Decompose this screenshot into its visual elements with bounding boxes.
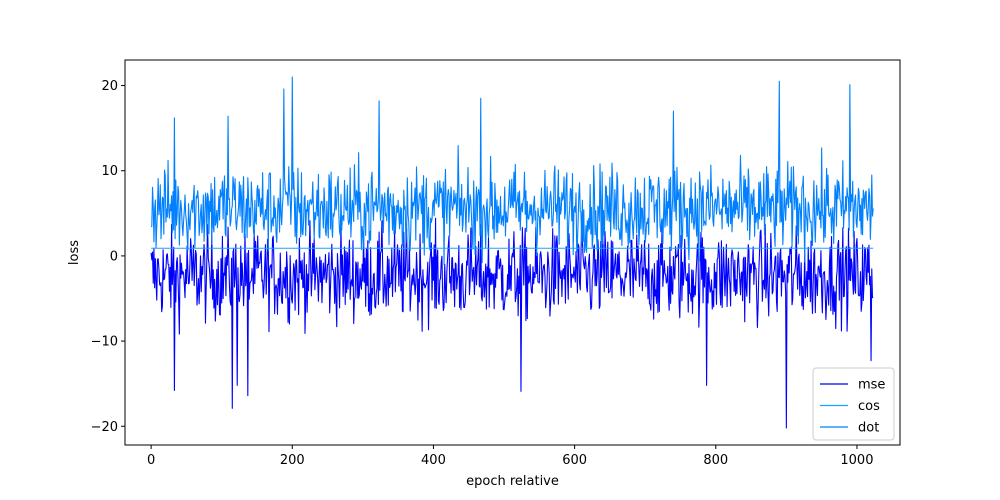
y-tick-label--20: −20 bbox=[91, 420, 118, 435]
legend-label-dot: dot bbox=[858, 421, 879, 436]
series-layer bbox=[150, 76, 874, 429]
y-axis-label: loss bbox=[67, 240, 82, 265]
y-tick-label-20: 20 bbox=[101, 79, 118, 94]
legend: mse cos dot bbox=[812, 367, 895, 441]
series-line-dot bbox=[150, 76, 874, 266]
ticks-layer: 0 200 400 600 800 1000 −20 −10 0 10 20 bbox=[91, 79, 874, 468]
x-tick-label-0: 0 bbox=[147, 453, 155, 468]
y-tick-label--10: −10 bbox=[91, 335, 118, 350]
axes-frame bbox=[124, 59, 901, 446]
x-tick-label-800: 800 bbox=[703, 453, 728, 468]
legend-label-mse: mse bbox=[858, 378, 885, 393]
x-tick-label-400: 400 bbox=[421, 453, 446, 468]
y-tick-label-10: 10 bbox=[101, 164, 118, 179]
legend-box bbox=[812, 367, 895, 441]
x-tick-label-1000: 1000 bbox=[840, 453, 873, 468]
series-line-mse bbox=[150, 217, 874, 429]
legend-label-cos: cos bbox=[858, 399, 880, 414]
x-axis-label: epoch relative bbox=[466, 474, 559, 489]
x-tick-label-600: 600 bbox=[562, 453, 587, 468]
y-tick-label-0: 0 bbox=[110, 249, 118, 264]
x-tick-label-200: 200 bbox=[280, 453, 305, 468]
